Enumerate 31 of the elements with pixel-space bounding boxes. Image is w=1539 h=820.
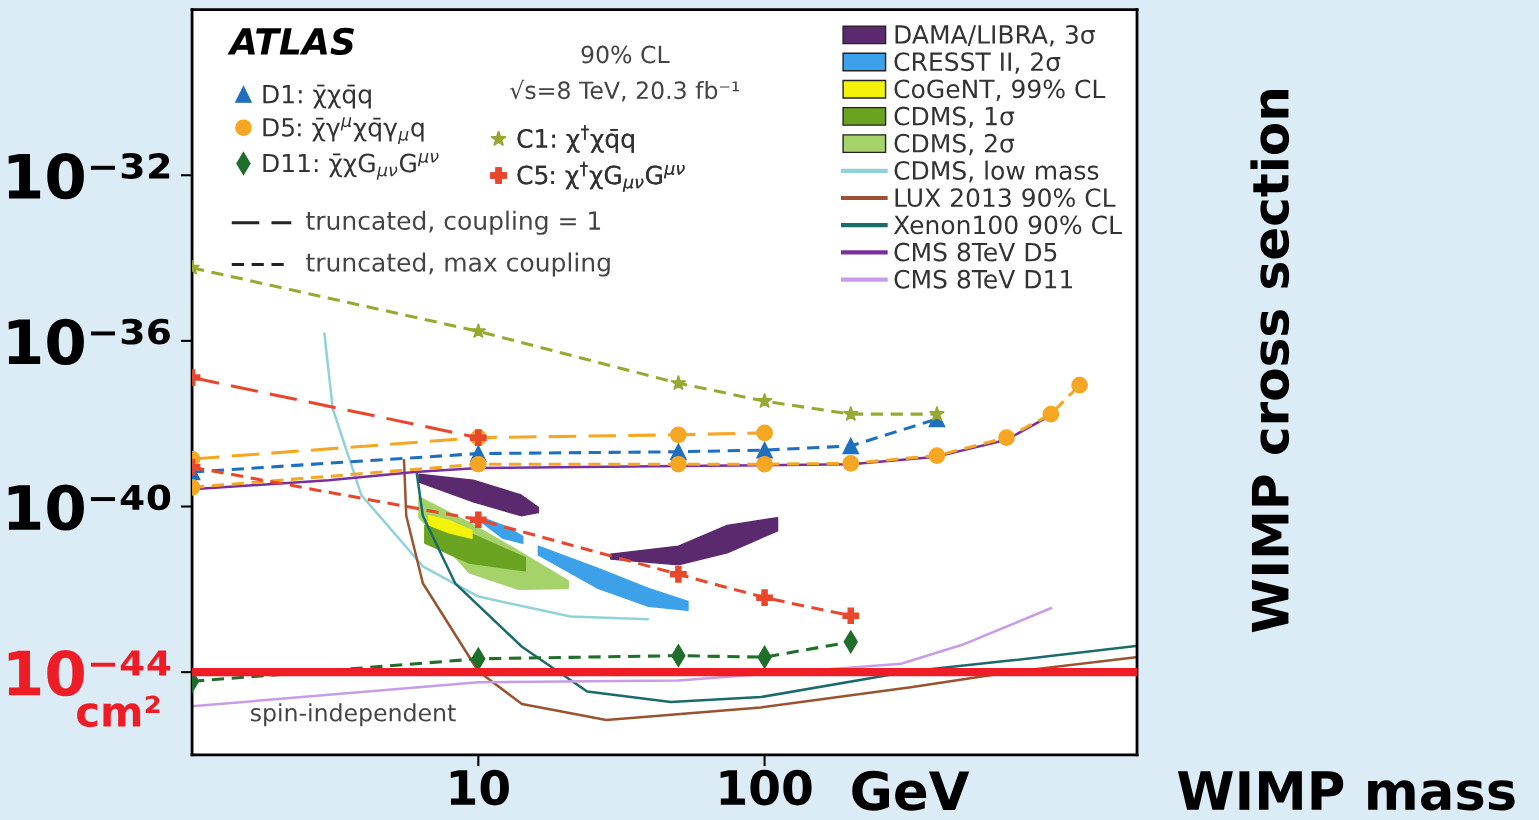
legend-label: LUX 2013 90% CL — [895, 188, 1116, 208]
y-tick-label: 10⁻⁴⁴ — [8, 650, 171, 697]
legend-label: CRESST II, 2σ — [894, 52, 1061, 74]
annotation: √s=8 TeV, 20.3 fb⁻¹ — [510, 79, 740, 102]
legend-label: C1: χ$^{†}$χq̄q — [517, 125, 634, 153]
legend-label: CoGeNT, 99% CL — [894, 79, 1106, 101]
x-tick-label: 10 — [450, 769, 509, 806]
legend-label: D1: χ̄χq̄q — [263, 84, 371, 109]
legend-label: CMS 8TeV D5 — [894, 242, 1057, 262]
y-tick-label: 10⁻³² — [8, 153, 170, 200]
y-tick-label: 10⁻³⁶ — [8, 318, 170, 365]
legend-label: D5: χ̄γ$^{μ}$χq̄γ$_{μ}$q — [263, 117, 424, 145]
annotation: spin-independent — [250, 703, 456, 727]
x-axis-title: WIMP mass — [1177, 771, 1515, 811]
text: GeV — [852, 770, 970, 811]
legend-label: Xenon100 90% CL — [893, 215, 1122, 235]
annotation: truncated, max coupling — [306, 252, 610, 277]
legend-label: CDMS, 1σ — [894, 106, 1015, 129]
text: cm² — [77, 695, 160, 728]
legend-label: DAMA/LIBRA, 3σ — [895, 25, 1095, 47]
legend-label: C5: χ$^{†}$χG$_{μν}$G$^{μν}$ — [517, 161, 685, 192]
legend-label: CDMS, 2σ — [894, 133, 1015, 156]
annotation: truncated, coupling = 1 — [306, 210, 601, 235]
legend-label: CMS 8TeV D11 — [894, 269, 1073, 289]
x-tick-label: 100 — [720, 769, 812, 806]
y-axis-title: WIMP cross section — [1250, 90, 1290, 633]
annotation: 90% CL — [581, 45, 670, 64]
annotation: ATLAS — [227, 27, 354, 56]
y-tick-label: 10⁻⁴⁰ — [8, 484, 171, 531]
legend-label: CDMS, low mass — [894, 160, 1099, 183]
legend-label: D11: χ̄χG$_{μν}$G$^{μν}$ — [263, 152, 439, 180]
